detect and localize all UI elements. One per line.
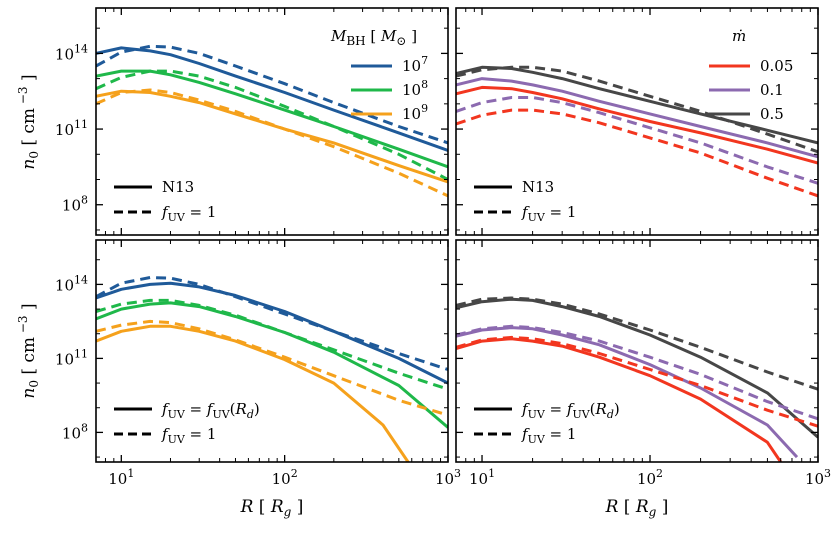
- svg-text:n0 [ cm −3 ]: n0 [ cm −3 ]: [16, 74, 41, 169]
- panel-bottom-right: fUV = fUV(Rd) fUV = 1: [455, 239, 819, 463]
- legend-label-fuv-rd: fUV = fUV(Rd): [521, 400, 620, 421]
- series-line-bottom-right-5: [456, 335, 818, 428]
- series-line-top-left-4: [96, 89, 448, 184]
- series-line-top-left-2: [96, 69, 448, 169]
- legend-style-top-left: N13 fUV = 1: [114, 178, 216, 224]
- series-line-bottom-left-3: [96, 298, 448, 391]
- panel-bottom-left-frame: [95, 239, 449, 463]
- series-line-bottom-right-3: [456, 324, 818, 421]
- legend-mbh: MBH [ M⊙ ] 107 108 109: [330, 27, 428, 123]
- legend-label-005: 0.05: [760, 57, 793, 75]
- series-line-bottom-left-2: [96, 301, 448, 429]
- legend-label-fuv1: fUV = 1: [521, 203, 576, 224]
- legend-label-fuv-rd: fUV = fUV(Rd): [161, 400, 260, 421]
- series-line-top-right-5: [456, 65, 818, 154]
- y-axis-label-top: n0 [ cm −3 ]: [16, 74, 41, 169]
- legend-style-bottom-right: fUV = fUV(Rd) fUV = 1: [474, 400, 620, 446]
- legend-label-05: 0.5: [760, 105, 784, 123]
- series-line-bottom-right-2: [456, 326, 799, 459]
- legend-label-01: 0.1: [760, 81, 784, 99]
- legend-label-n13: N13: [522, 178, 554, 196]
- y-tick-label: 1014: [55, 273, 88, 294]
- panel-bottom-right-frame: [455, 239, 819, 463]
- x-axis-label-left: R [ Rg ]: [240, 497, 304, 519]
- legend-style-bottom-left: fUV = fUV(Rd) fUV = 1: [114, 400, 260, 446]
- legend-label-n13: N13: [162, 178, 194, 196]
- panel-bottom-left-series: [96, 276, 448, 462]
- svg-text:n0 [ cm −3 ]: n0 [ cm −3 ]: [16, 303, 41, 398]
- legend-style-top-right: N13 fUV = 1: [474, 178, 576, 224]
- series-line-bottom-right-1: [456, 296, 818, 391]
- panel-top-left-series: [96, 44, 448, 198]
- series-line-top-left-1: [96, 44, 448, 145]
- x-tick-label: 102: [272, 467, 298, 488]
- ticks-layer: 108 1011 1014 108 1011 1014 101 102 103 101 102 103: [55, 8, 831, 488]
- y-tick-label: 108: [62, 194, 88, 215]
- y-tick-label: 108: [62, 421, 88, 442]
- x-tick-label: 101: [469, 467, 495, 488]
- legend-label-1e7: 107: [402, 54, 428, 75]
- x-tick-label: 103: [805, 467, 831, 488]
- legend-label-1e9: 109: [402, 102, 428, 123]
- series-line-top-right-0: [456, 85, 818, 165]
- legend-mdot: ṁ 0.05 0.1 0.5: [709, 27, 793, 123]
- x-tick-label: 103: [435, 467, 461, 488]
- y-tick-label: 1014: [55, 42, 88, 63]
- panel-top-right: ṁ 0.05 0.1 0.5 N13 fUV = 1: [455, 7, 819, 236]
- x-axis-label-right: R [ Rg ]: [605, 497, 669, 519]
- panel-bottom-right-series: [456, 296, 818, 462]
- panel-top-left-frame: [95, 7, 449, 236]
- legend-label-1e8: 108: [402, 78, 428, 99]
- y-tick-label: 1011: [55, 347, 88, 368]
- x-tick-label: 102: [637, 467, 663, 488]
- panel-top-right-series: [456, 65, 818, 198]
- y-axis-label-bottom: n0 [ cm −3 ]: [16, 303, 41, 398]
- series-line-bottom-left-5: [96, 319, 448, 417]
- series-line-top-right-2: [456, 77, 818, 159]
- panel-top-left: MBH [ M⊙ ] 107 108 109 N13 fUV = 1: [95, 7, 449, 236]
- legend-mbh-title: MBH [ M⊙ ]: [330, 27, 417, 48]
- series-line-top-right-3: [456, 96, 818, 185]
- x-tick-label: 101: [108, 467, 134, 488]
- series-line-top-left-0: [96, 46, 448, 152]
- series-line-bottom-left-4: [96, 324, 410, 462]
- panel-top-right-frame: [455, 7, 819, 236]
- legend-label-fuv1: fUV = 1: [161, 203, 216, 224]
- series-line-bottom-left-0: [96, 281, 448, 385]
- legend-mdot-title: ṁ: [732, 27, 746, 45]
- legend-label-fuv1: fUV = 1: [161, 425, 216, 446]
- legend-label-fuv1: fUV = 1: [521, 425, 576, 446]
- panel-bottom-left: fUV = fUV(Rd) fUV = 1: [95, 239, 449, 463]
- y-tick-label: 1011: [55, 118, 88, 139]
- series-line-bottom-right-0: [456, 297, 818, 439]
